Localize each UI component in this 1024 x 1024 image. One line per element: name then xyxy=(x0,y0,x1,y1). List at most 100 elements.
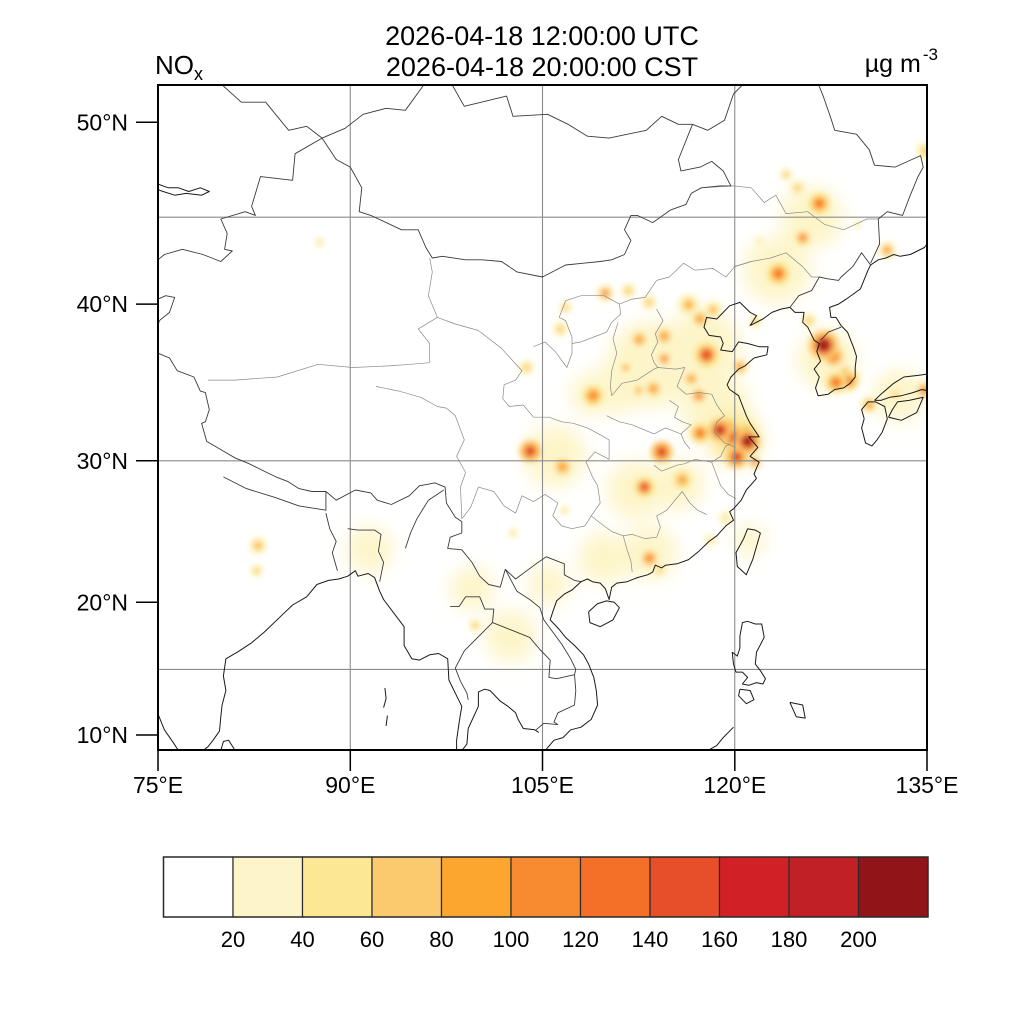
province-border xyxy=(461,486,592,530)
pollution-wash xyxy=(346,526,393,573)
pollution-hotspot xyxy=(254,568,259,573)
pollution-hotspot xyxy=(743,436,753,446)
province-border xyxy=(619,280,657,305)
province-border xyxy=(653,444,730,472)
pollution-hotspot xyxy=(635,387,642,394)
y-tick-label: 30°N xyxy=(77,448,128,474)
pollution-wash xyxy=(578,532,630,584)
axes: 75°E 90°E 105°E 120°E 135°E 10°N 20°N 30°N 40°N 5… xyxy=(77,109,959,798)
pollution-hotspot xyxy=(806,317,812,324)
province-border xyxy=(571,304,622,344)
coastline xyxy=(544,301,790,750)
pollution-hotspot xyxy=(702,350,712,360)
pollution-hotspot xyxy=(815,199,824,208)
province-border xyxy=(656,262,696,281)
country-border xyxy=(818,85,924,264)
pollution-hotspot xyxy=(696,315,704,323)
pollution-hotspot xyxy=(649,385,658,393)
colorbar-cell xyxy=(579,856,651,918)
colorbar-cell xyxy=(232,856,304,918)
pollution-hotspot xyxy=(472,623,478,628)
pollution-hotspot xyxy=(679,476,686,484)
pollution-hotspot xyxy=(526,447,535,455)
pollution-hotspot xyxy=(645,554,654,563)
colorbar-tick-label: 140 xyxy=(632,927,669,952)
x-tick-label: 105°E xyxy=(511,772,574,798)
province-border xyxy=(694,261,752,278)
y-tick-label: 40°N xyxy=(77,291,128,317)
province-border xyxy=(669,400,692,450)
pollution-hotspot xyxy=(866,401,873,409)
pollution-hotspot xyxy=(640,483,649,491)
colorbar-tick-label: 100 xyxy=(493,927,530,952)
coastline xyxy=(383,687,387,708)
colorbar-cell xyxy=(440,856,512,918)
units-label: µg m -3 xyxy=(865,45,938,78)
province-border xyxy=(656,491,707,517)
pollution-hotspot xyxy=(510,530,516,536)
pollution-hotspot xyxy=(695,392,703,400)
pollution-hotspot xyxy=(660,332,668,340)
coastline xyxy=(731,620,766,686)
province-border xyxy=(606,415,682,435)
colorbar-cell xyxy=(371,856,443,918)
pollution-hotspot xyxy=(657,567,663,573)
coastline xyxy=(158,183,210,196)
colorbar-cell xyxy=(510,856,582,918)
pollution-hotspot xyxy=(563,305,568,310)
pollution-field-hotspots xyxy=(249,141,927,632)
x-tick-label: 75°E xyxy=(133,772,183,798)
coastline xyxy=(588,600,620,628)
colorbar-outline xyxy=(162,856,929,918)
pollution-hotspot xyxy=(625,287,632,294)
pollution-hotspot xyxy=(736,363,744,370)
province-border xyxy=(208,362,430,381)
country-border xyxy=(347,528,385,582)
colorbar-tick-label: 160 xyxy=(701,927,738,952)
coastline xyxy=(202,570,463,750)
pollution-hotspot xyxy=(646,299,652,306)
country-border xyxy=(692,85,744,131)
colorbar-cell xyxy=(301,856,373,918)
colorbar-cell xyxy=(162,856,234,918)
pollution-hotspot xyxy=(635,335,643,344)
province-border xyxy=(610,322,619,396)
colorbar-tick-label: 60 xyxy=(360,927,384,952)
coastline xyxy=(385,715,388,726)
x-tick-label: 90°E xyxy=(325,772,375,798)
title-line-1: 2026-04-18 12:00:00 UTC xyxy=(385,21,699,51)
pollution-hotspot xyxy=(732,453,741,461)
y-tick-label: 50°N xyxy=(77,109,128,135)
country-border xyxy=(535,674,577,731)
pollution-wash xyxy=(484,610,537,662)
pollution-hotspot xyxy=(254,542,262,549)
pollution-hotspot xyxy=(774,269,783,278)
colorbar-cell xyxy=(857,856,929,918)
province-border xyxy=(622,535,633,573)
title-line-2: 2026-04-18 20:00:00 CST xyxy=(386,52,698,82)
pollution-wash xyxy=(734,524,766,556)
province-border xyxy=(711,394,735,448)
pollution-hotspot xyxy=(855,222,861,227)
colorbar-tick-label: 40 xyxy=(290,927,314,952)
graticule xyxy=(158,85,927,750)
colorbar-tick-label: 80 xyxy=(429,927,453,952)
pollution-hotspot xyxy=(756,239,762,244)
pollution-hotspot xyxy=(884,247,891,254)
coastline xyxy=(158,713,179,750)
pollution-hotspot xyxy=(715,425,725,435)
country-border xyxy=(321,124,732,278)
pollution-hotspot xyxy=(709,306,717,314)
province-border xyxy=(611,367,712,396)
pollution-hotspot xyxy=(723,515,729,521)
country-border xyxy=(492,569,577,680)
y-tick-label: 20°N xyxy=(77,589,128,615)
coastline xyxy=(738,688,755,705)
province-border xyxy=(533,416,610,486)
pollution-hotspot xyxy=(892,391,898,397)
province-border xyxy=(711,462,737,500)
colorbar-tick-label: 200 xyxy=(840,927,877,952)
pollution-hotspot xyxy=(799,234,807,242)
coastline xyxy=(220,739,236,750)
